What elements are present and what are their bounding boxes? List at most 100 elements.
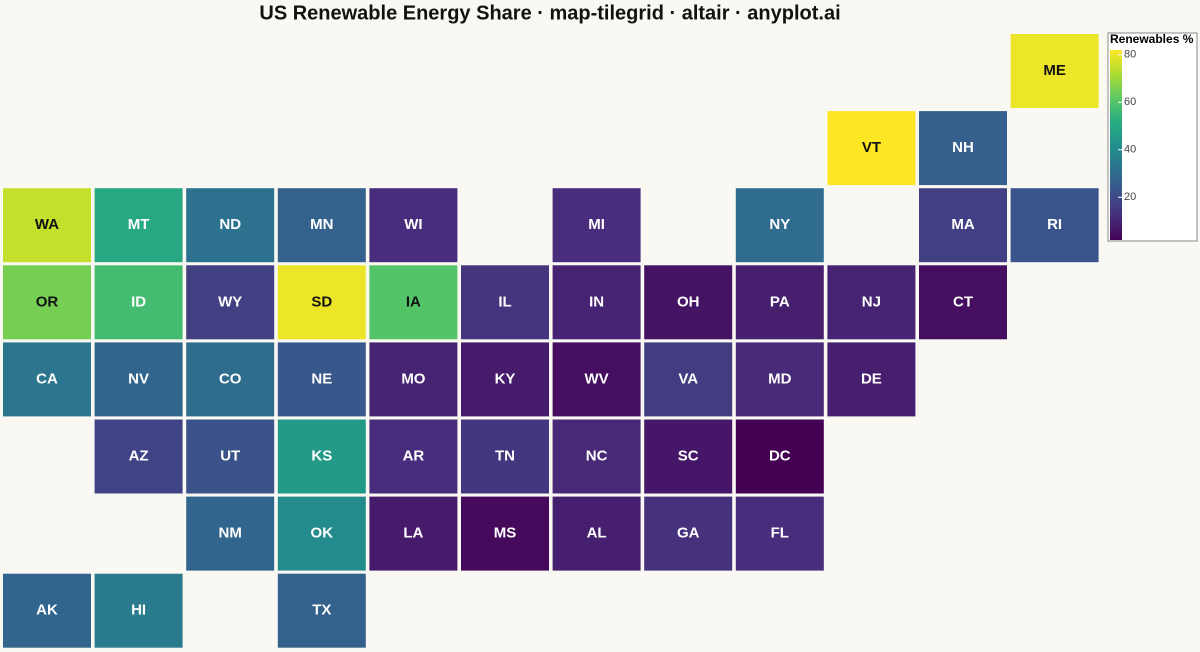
tile [94, 265, 183, 340]
tile-label: PA [770, 293, 790, 310]
tile [919, 111, 1007, 186]
tile [827, 342, 916, 417]
tile [277, 265, 366, 340]
tile-label: NM [219, 525, 242, 542]
tile [827, 111, 916, 186]
tile-label: NE [311, 370, 332, 387]
tile [186, 419, 275, 494]
tile [552, 188, 641, 263]
tile-label: OH [677, 293, 700, 310]
tile [3, 265, 91, 340]
tile [552, 265, 641, 340]
tile [277, 342, 366, 417]
tile-label: DE [861, 370, 882, 387]
tile [369, 188, 458, 263]
tile-label: SD [311, 293, 332, 310]
tile-label: IL [498, 293, 511, 310]
tile [369, 342, 458, 417]
legend-tick-label: 20 [1124, 191, 1136, 203]
tile-label: VA [678, 370, 698, 387]
tile-label: WA [35, 216, 59, 233]
tile [919, 188, 1007, 263]
legend-title: Renewables % [1110, 32, 1194, 46]
tile [552, 342, 641, 417]
tile [461, 342, 549, 417]
tile [735, 419, 824, 494]
tile [94, 342, 183, 417]
tile [3, 573, 91, 648]
tile-label: IN [589, 293, 604, 310]
tile [644, 496, 733, 571]
tile [461, 265, 549, 340]
tile [461, 496, 549, 571]
tile [277, 573, 366, 648]
tile [277, 419, 366, 494]
tile-label: NY [769, 216, 790, 233]
tile [644, 419, 733, 494]
tile-label: GA [677, 525, 700, 542]
tile [735, 188, 824, 263]
tile-label: MI [588, 216, 605, 233]
tile-label: OR [36, 293, 59, 310]
tile-label: NH [952, 139, 974, 156]
tile-label: IA [406, 293, 421, 310]
tile [735, 265, 824, 340]
tile [3, 188, 91, 263]
tile-label: KS [311, 447, 332, 464]
tile-label: MA [951, 216, 974, 233]
legend-tick-label: 40 [1124, 144, 1136, 156]
tile [186, 496, 275, 571]
tile-label: OK [311, 525, 334, 542]
tile-label: AK [36, 602, 58, 619]
tile [94, 188, 183, 263]
tile-label: WI [404, 216, 422, 233]
tile-label: VT [862, 139, 881, 156]
tile-label: MO [401, 370, 425, 387]
tile [186, 188, 275, 263]
legend-tick-label: 60 [1124, 96, 1136, 108]
tile-label: CT [953, 293, 973, 310]
tile [461, 419, 549, 494]
tile-label: TX [312, 602, 331, 619]
tile-label: HI [131, 602, 146, 619]
tile [735, 342, 824, 417]
tile-label: DC [769, 447, 791, 464]
tile [644, 342, 733, 417]
tile [94, 573, 183, 648]
tile-label: NJ [862, 293, 881, 310]
tile-label: CO [219, 370, 242, 387]
tile-label: SC [678, 447, 699, 464]
tile [186, 265, 275, 340]
tile [3, 342, 91, 417]
tile-label: CA [36, 370, 58, 387]
legend-tick-label: 80 [1124, 49, 1136, 61]
tile-label: ND [219, 216, 241, 233]
tile [186, 342, 275, 417]
tile [277, 188, 366, 263]
tile-label: TN [495, 447, 515, 464]
tile-label: KY [495, 370, 516, 387]
tile [919, 265, 1007, 340]
tile-label: WV [585, 370, 609, 387]
legend-box [1107, 32, 1198, 242]
tile [369, 496, 458, 571]
chart-title: US Renewable Energy Share · map-tilegrid… [259, 2, 840, 24]
tile [369, 419, 458, 494]
tile-label: AR [403, 447, 425, 464]
tile [552, 496, 641, 571]
tile-label: MD [768, 370, 791, 387]
colorbar [1110, 50, 1122, 240]
tile [644, 265, 733, 340]
tile [1010, 34, 1099, 108]
tile-label: MS [494, 525, 517, 542]
tile-label: MT [128, 216, 150, 233]
tile [827, 265, 916, 340]
tile-label: WY [218, 293, 242, 310]
tile-label: LA [403, 525, 423, 542]
tile-label: NV [128, 370, 149, 387]
tile-label: ID [131, 293, 146, 310]
tile-label: NC [586, 447, 608, 464]
tile-label: AZ [129, 447, 149, 464]
tile [1010, 188, 1099, 263]
